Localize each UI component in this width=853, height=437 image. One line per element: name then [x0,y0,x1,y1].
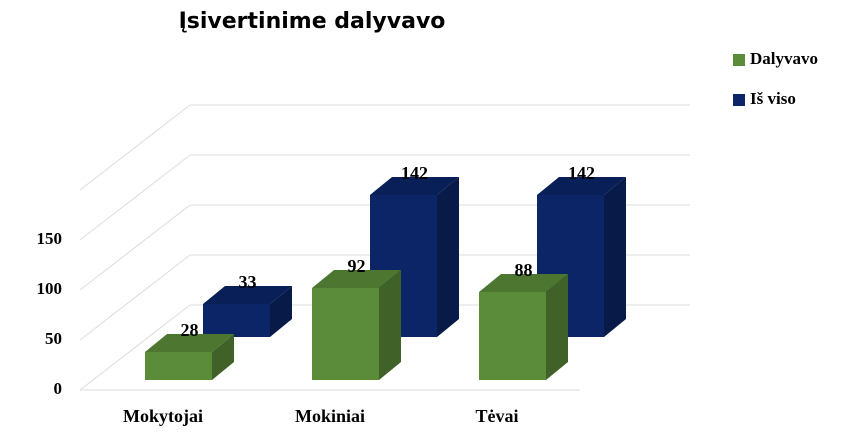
value-label: 28 [181,320,199,340]
grid-line [79,254,191,341]
x-tick-label: Mokytojai [123,406,203,426]
x-tick-label: Mokiniai [295,406,365,426]
bar-side [546,274,568,380]
bar-side [379,270,401,380]
bar [145,352,212,380]
bar-side [437,177,459,337]
legend-swatch [733,54,745,66]
y-tick-label: 150 [37,229,63,248]
grid-line [79,104,191,191]
bar-top [479,274,568,292]
grid-line [79,204,191,291]
bar [203,304,270,337]
legend-label: Dalyvavo [750,49,818,68]
bar-side [270,286,292,337]
legend-label: Iš viso [750,89,796,108]
value-label: 142 [568,163,595,183]
value-label: 88 [515,260,533,280]
bar-side [604,177,626,337]
y-tick-label: 100 [37,279,63,298]
value-label: 92 [348,256,366,276]
x-tick-label: Tėvai [476,406,519,426]
chart-title: Įsivertinime dalyvavo [179,9,446,34]
bar-top [145,334,234,352]
y-tick-label: 0 [54,379,63,398]
bar-top [537,177,626,195]
grid-line [79,154,191,241]
bar-top [312,270,401,288]
y-tick-label: 50 [45,329,62,348]
bar [312,288,379,380]
grid-line [79,304,191,391]
bar [479,292,546,380]
bar-top [370,177,459,195]
bar-top [203,286,292,304]
value-label: 142 [401,163,428,183]
bar-side [212,334,234,380]
value-label: 33 [239,272,257,292]
legend-swatch [733,94,745,106]
